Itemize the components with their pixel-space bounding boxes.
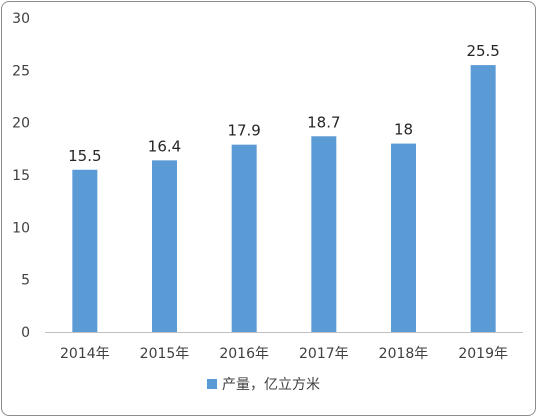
bar (72, 169, 98, 332)
y-tick-label: 15 (12, 168, 30, 184)
x-tick-label: 2015年 (140, 346, 190, 362)
y-tick-label: 20 (12, 116, 30, 132)
bars-group (72, 65, 496, 332)
bar (152, 160, 177, 332)
bar (231, 144, 257, 332)
legend-label: 产量，亿立方米 (222, 377, 320, 393)
y-tick-label: 25 (12, 63, 30, 79)
data-label: 17.9 (227, 122, 260, 140)
data-label: 25.5 (466, 42, 499, 60)
data-labels-group: 15.5 16.4 17.9 18.7 18 25.5 (68, 42, 500, 165)
legend: 产量，亿立方米 (207, 377, 320, 393)
y-axis: 0 5 10 15 20 25 30 (12, 11, 30, 341)
y-tick-label: 0 (21, 325, 30, 341)
x-tick-label: 2019年 (458, 346, 508, 362)
bar (470, 65, 496, 332)
y-tick-label: 30 (12, 11, 30, 27)
data-label: 15.5 (68, 147, 101, 165)
x-tick-label: 2016年 (219, 346, 269, 362)
x-tick-label: 2014年 (60, 346, 110, 362)
data-label: 18.7 (307, 113, 340, 131)
legend-swatch (207, 379, 217, 389)
x-axis: 2014年 2015年 2016年 2017年 2018年 2019年 (60, 346, 508, 362)
bar (311, 136, 337, 332)
y-tick-label: 5 (21, 273, 30, 289)
bar (391, 143, 416, 332)
x-tick-label: 2018年 (379, 346, 429, 362)
y-tick-label: 10 (12, 220, 30, 236)
x-tick-label: 2017年 (299, 346, 349, 362)
data-label: 16.4 (148, 137, 181, 155)
data-label: 18 (394, 121, 413, 139)
